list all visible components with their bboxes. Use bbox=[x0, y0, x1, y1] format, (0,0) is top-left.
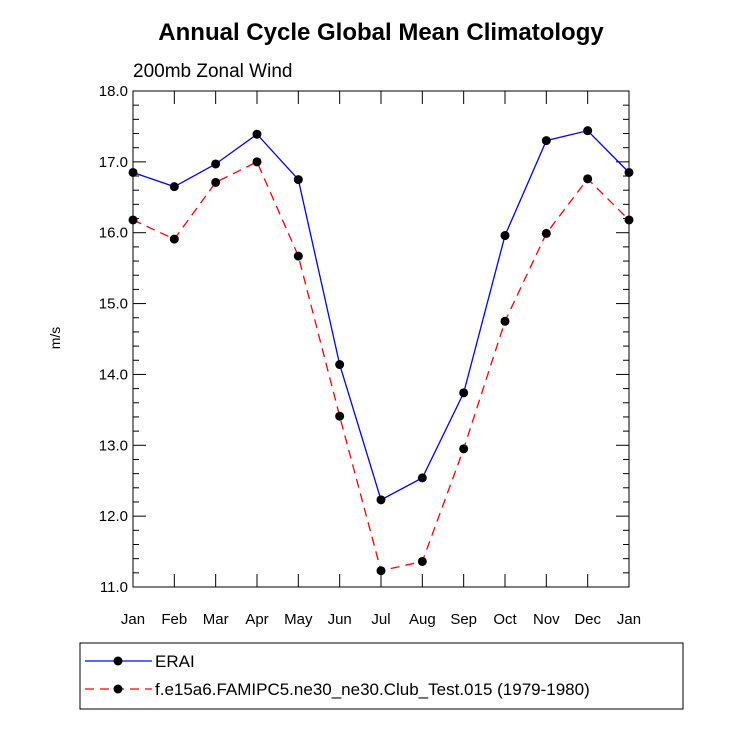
plot-frame bbox=[132, 90, 630, 588]
data-point-s0-6 bbox=[376, 495, 386, 505]
data-point-s1-5 bbox=[335, 411, 345, 421]
x-tick-label: Dec bbox=[574, 611, 601, 628]
legend-box bbox=[79, 642, 684, 710]
series-line-1 bbox=[132, 160, 630, 572]
data-point-s0-1 bbox=[169, 182, 179, 192]
legend-marker-0 bbox=[113, 656, 123, 666]
x-tick-label: May bbox=[284, 611, 313, 628]
x-tick-label: Jul bbox=[371, 611, 390, 628]
y-tick-label: 15.0 bbox=[99, 296, 128, 313]
y-tick-label: 18.0 bbox=[99, 83, 128, 100]
data-point-s0-2 bbox=[211, 159, 221, 169]
axis-ticks bbox=[132, 90, 630, 588]
data-point-s1-2 bbox=[211, 177, 221, 187]
x-tick-label: Apr bbox=[245, 611, 268, 628]
x-tick-label: Sep bbox=[450, 611, 477, 628]
y-tick-label: 13.0 bbox=[99, 437, 128, 454]
data-point-s1-10 bbox=[541, 228, 551, 238]
data-point-s1-12 bbox=[624, 215, 634, 225]
x-tick-labels: Jan Feb Mar Apr May Jun Jul Aug Sep Oct Nov Dec Jan bbox=[121, 611, 641, 628]
legend-marker-1 bbox=[113, 684, 123, 694]
data-point-s1-8 bbox=[459, 444, 469, 454]
y-tick-label: 16.0 bbox=[99, 225, 128, 242]
y-axis-label: m/s bbox=[47, 327, 63, 350]
data-point-s0-10 bbox=[541, 136, 551, 146]
x-tick-label: Oct bbox=[493, 611, 517, 628]
data-point-s0-3 bbox=[252, 129, 262, 139]
data-point-s1-4 bbox=[293, 251, 303, 261]
data-point-s0-4 bbox=[293, 175, 303, 185]
data-point-s0-12 bbox=[624, 167, 634, 177]
data-point-s1-7 bbox=[417, 556, 427, 566]
data-point-s0-8 bbox=[459, 388, 469, 398]
data-point-s1-11 bbox=[583, 174, 593, 184]
x-tick-label: Jan bbox=[121, 611, 145, 628]
data-point-s1-0 bbox=[128, 215, 138, 225]
x-tick-label: Nov bbox=[533, 611, 560, 628]
x-tick-label: Jun bbox=[328, 611, 352, 628]
chart-subtitle: 200mb Zonal Wind bbox=[133, 61, 292, 82]
y-tick-labels: 11.0 12.0 13.0 14.0 15.0 16.0 17.0 18.0 bbox=[99, 83, 128, 596]
y-tick-label: 12.0 bbox=[99, 508, 128, 525]
data-point-s1-9 bbox=[500, 316, 510, 326]
series-layer bbox=[128, 126, 634, 576]
data-point-s0-9 bbox=[500, 231, 510, 241]
legend-label-1: f.e15a6.FAMIPC5.ne30_ne30.Club_Test.015 … bbox=[155, 680, 590, 699]
x-tick-label: Jan bbox=[617, 611, 641, 628]
data-point-s1-3 bbox=[252, 157, 262, 167]
data-point-s0-5 bbox=[335, 360, 345, 370]
data-point-s0-11 bbox=[583, 126, 593, 136]
y-tick-label: 11.0 bbox=[100, 579, 128, 596]
chart-title: Annual Cycle Global Mean Climatology bbox=[158, 19, 604, 46]
series-line-0 bbox=[132, 129, 630, 501]
legend-label-0: ERAI bbox=[155, 652, 195, 671]
y-tick-label: 14.0 bbox=[99, 366, 128, 383]
y-tick-label: 17.0 bbox=[99, 154, 128, 171]
data-point-s1-6 bbox=[376, 566, 386, 576]
x-tick-label: Mar bbox=[203, 611, 229, 628]
data-point-s0-7 bbox=[417, 473, 427, 483]
data-point-s1-1 bbox=[169, 234, 179, 244]
x-tick-label: Aug bbox=[409, 611, 436, 628]
x-tick-label: Feb bbox=[161, 611, 187, 628]
data-point-s0-0 bbox=[128, 167, 138, 177]
legend: ERAI f.e15a6.FAMIPC5.ne30_ne30.Club_Test.… bbox=[85, 652, 590, 699]
